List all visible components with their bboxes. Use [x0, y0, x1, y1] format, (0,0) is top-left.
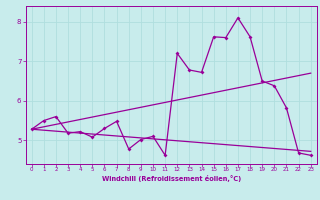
X-axis label: Windchill (Refroidissement éolien,°C): Windchill (Refroidissement éolien,°C)	[101, 175, 241, 182]
